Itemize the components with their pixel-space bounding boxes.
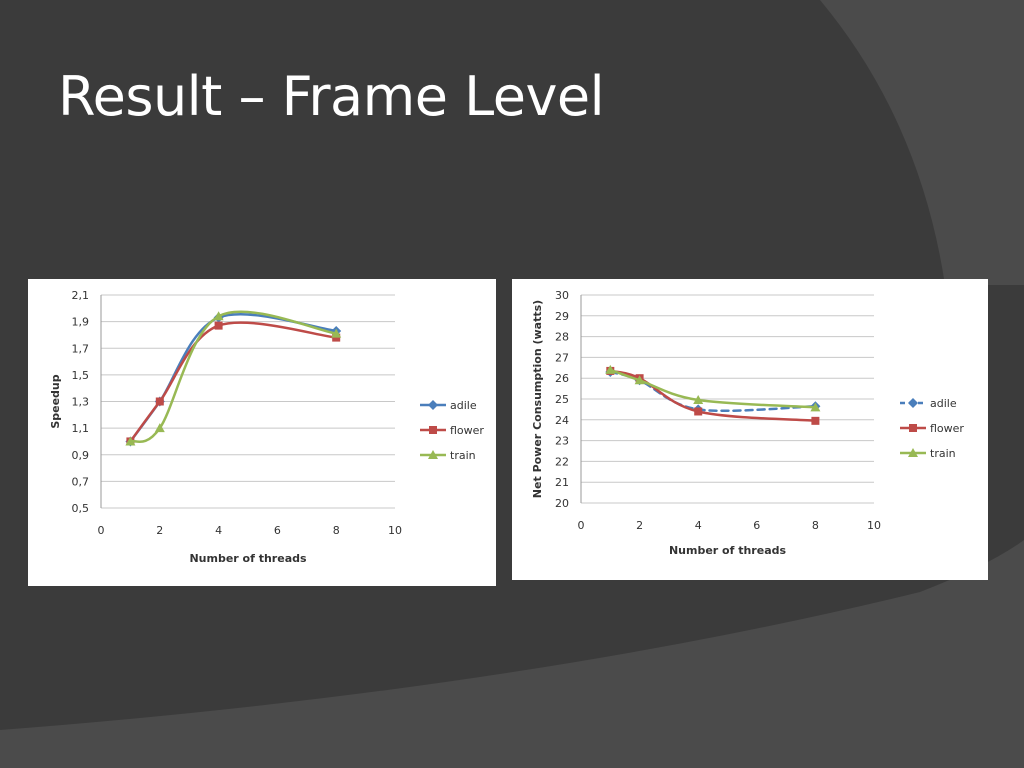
data-point-train — [331, 328, 342, 338]
data-point-train — [693, 395, 704, 405]
x-tick-label: 4 — [695, 519, 702, 532]
speedup-chart-panel: 0,5 0,7 0,9 1,1 1,3 1,5 1,7 1,9 2,1 0 2 4 6 8 10 Number… — [28, 279, 496, 586]
series-line-train — [609, 368, 817, 409]
y-tick-label: 0,7 — [72, 475, 90, 488]
data-point-train — [125, 436, 136, 446]
y-tick-label: 1,9 — [72, 316, 90, 329]
data-point-train — [213, 311, 224, 321]
data-point-train — [810, 402, 821, 412]
legend-label-adile: adile — [450, 399, 477, 412]
series-line-adile — [129, 313, 338, 443]
data-point-flower — [214, 321, 223, 330]
legend-label-train: train — [930, 447, 956, 460]
x-tick-label: 8 — [812, 519, 819, 532]
y-axis-title: Speedup — [49, 374, 62, 428]
legend-label-flower: flower — [930, 422, 964, 435]
data-point-flower — [155, 397, 164, 406]
legend-marker-train — [908, 448, 918, 457]
x-tick-label: 4 — [215, 524, 222, 537]
legend-label-train: train — [450, 449, 476, 462]
y-tick-label: 22 — [555, 455, 569, 468]
speedup-chart: 0,5 0,7 0,9 1,1 1,3 1,5 1,7 1,9 2,1 0 2 4 6 8 10 Number… — [49, 289, 484, 565]
data-point-train — [634, 375, 645, 385]
y-tick-label: 30 — [555, 289, 569, 302]
legend-marker-adile — [908, 398, 918, 408]
legend-marker-adile — [428, 400, 438, 410]
x-tick-label: 2 — [636, 519, 643, 532]
data-point-train — [605, 364, 616, 374]
y-tick-label: 23 — [555, 435, 569, 448]
x-tick-label: 6 — [274, 524, 281, 537]
x-tick-label: 0 — [578, 519, 585, 532]
x-tick-label: 2 — [156, 524, 163, 537]
data-point-flower — [811, 416, 820, 425]
data-point-train — [154, 423, 165, 433]
x-tick-label: 6 — [753, 519, 760, 532]
y-tick-label: 0,9 — [72, 449, 90, 462]
slide-title: Result – Frame Level — [58, 65, 605, 128]
y-tick-label: 1,5 — [72, 369, 90, 382]
y-tick-label: 0,5 — [72, 502, 90, 515]
y-tick-label: 1,1 — [72, 422, 90, 435]
series-line-train — [129, 310, 338, 444]
x-tick-label: 10 — [867, 519, 881, 532]
y-tick-label: 1,7 — [72, 342, 90, 355]
y-tick-label: 26 — [555, 372, 569, 385]
y-tick-label: 29 — [555, 310, 569, 323]
y-tick-label: 25 — [555, 393, 569, 406]
legend-marker-flower — [909, 424, 917, 432]
data-point-flower — [694, 407, 703, 416]
legend-marker-train — [428, 450, 438, 459]
y-tick-label: 20 — [555, 497, 569, 510]
legend-label-adile: adile — [930, 397, 957, 410]
y-tick-label: 1,3 — [72, 396, 90, 409]
x-axis-title: Number of threads — [189, 552, 307, 565]
x-tick-label: 0 — [98, 524, 105, 537]
x-axis-title: Number of threads — [669, 544, 787, 557]
y-tick-label: 27 — [555, 351, 569, 364]
y-tick-label: 21 — [555, 476, 569, 489]
power-chart-panel: 20 21 22 23 24 25 26 27 28 29 30 0 2 4 6 8 10 Number of t… — [512, 279, 988, 580]
series-line-flower — [609, 369, 817, 423]
y-axis-title: Net Power Consumption (watts) — [531, 300, 544, 498]
x-tick-label: 10 — [388, 524, 402, 537]
x-tick-label: 8 — [333, 524, 340, 537]
y-tick-label: 2,1 — [72, 289, 90, 302]
legend-marker-flower — [429, 426, 437, 434]
legend-label-flower: flower — [450, 424, 484, 437]
y-tick-label: 28 — [555, 331, 569, 344]
y-tick-label: 24 — [555, 414, 569, 427]
